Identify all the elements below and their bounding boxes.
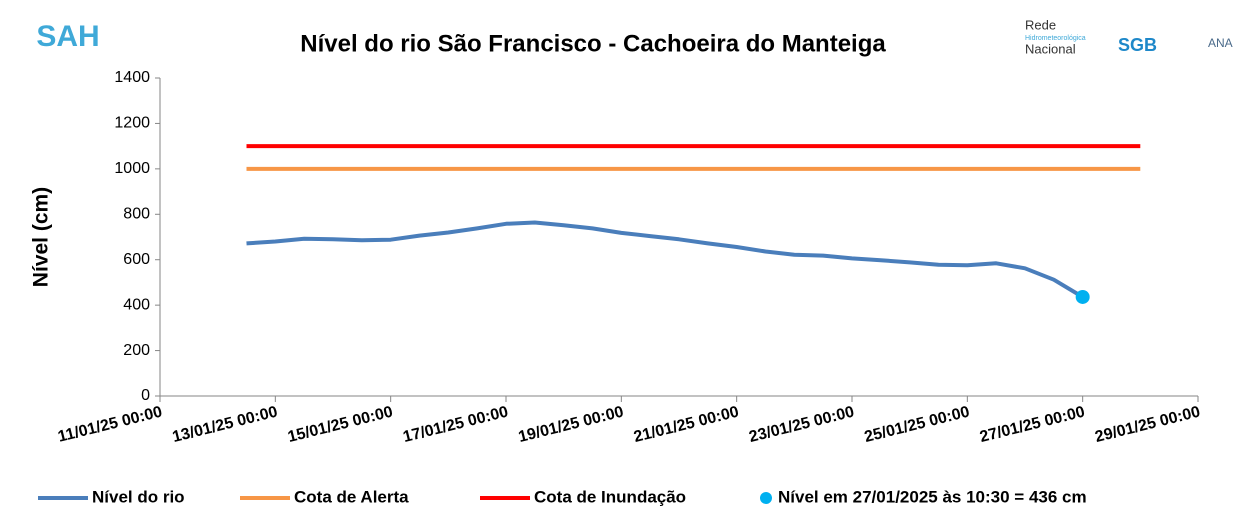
logo-text: Rede xyxy=(1025,17,1056,32)
series-line xyxy=(246,220,1084,299)
y-tick-label: 1200 xyxy=(114,115,150,132)
legend-label: Nível em 27/01/2025 às 10:30 = 436 cm xyxy=(778,487,1087,506)
x-tick-label: 27/01/25 00:00 xyxy=(978,403,1087,446)
x-tick-label: 19/01/25 00:00 xyxy=(517,403,626,446)
x-tick-label: 17/01/25 00:00 xyxy=(401,403,510,446)
x-tick-label: 29/01/25 00:00 xyxy=(1093,403,1202,446)
y-tick-label: 1000 xyxy=(114,160,150,177)
x-tick-label: 15/01/25 00:00 xyxy=(286,403,395,446)
data-point xyxy=(1075,289,1090,304)
logo-left: SAH xyxy=(36,20,99,53)
y-tick-label: 1400 xyxy=(114,69,150,86)
logo-text: Nacional xyxy=(1025,41,1076,56)
x-tick-label: 21/01/25 00:00 xyxy=(632,403,741,446)
legend-label: Nível do rio xyxy=(92,487,185,506)
legend-label: Cota de Alerta xyxy=(294,487,409,506)
x-tick-label: 13/01/25 00:00 xyxy=(171,403,280,446)
y-tick-label: 0 xyxy=(141,387,150,404)
legend-marker xyxy=(760,492,772,504)
chart-title: Nível do rio São Francisco - Cachoeira d… xyxy=(300,30,886,57)
x-tick-label: 11/01/25 00:00 xyxy=(56,403,164,445)
y-axis-label: Nível (cm) xyxy=(30,187,53,287)
legend-label: Cota de Inundação xyxy=(534,487,686,506)
logo-text: SGB xyxy=(1118,35,1157,55)
x-tick-label: 23/01/25 00:00 xyxy=(747,403,856,446)
x-tick-label: 25/01/25 00:00 xyxy=(863,403,972,446)
y-tick-label: 800 xyxy=(123,206,150,223)
y-tick-label: 400 xyxy=(123,296,150,313)
logo-text: ANA xyxy=(1208,36,1233,50)
y-tick-label: 600 xyxy=(123,251,150,268)
logo-text: Hidrometeorológica xyxy=(1025,35,1086,42)
y-tick-label: 200 xyxy=(123,342,150,359)
